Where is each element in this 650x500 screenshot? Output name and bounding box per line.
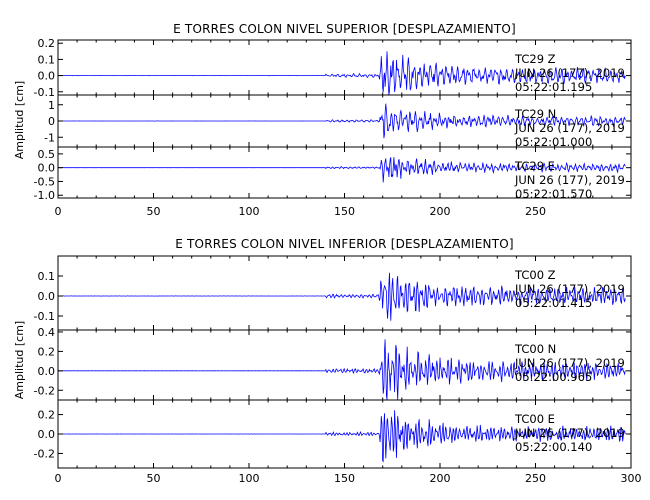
waveform-line: [57, 51, 626, 96]
y-axis-label: Amplitud [cm]: [13, 321, 26, 399]
x-tick-label: 300: [621, 472, 642, 485]
y-tick-label: 0: [48, 115, 55, 128]
station-date-label: JUN 26 (177), 2019: [514, 282, 625, 296]
y-tick-label: -0.5: [34, 175, 55, 188]
waveform-line: [58, 103, 626, 139]
x-tick-label: 50: [147, 472, 161, 485]
x-tick-label: 200: [430, 472, 451, 485]
station-component-label: TC00 Z: [514, 268, 556, 282]
x-tick-label: 200: [430, 205, 451, 218]
y-tick-label: -1.0: [34, 189, 55, 202]
x-tick-label: 50: [147, 205, 161, 218]
x-tick-label: 250: [525, 472, 546, 485]
waveform-line: [58, 339, 626, 401]
chart-title: E TORRES COLON NIVEL INFERIOR [DESPLAZAM…: [175, 237, 514, 251]
y-tick-label: 0.2: [38, 37, 56, 50]
station-time-label: 05:22:01.000: [515, 135, 592, 149]
station-time-label: 05:22:01.195: [515, 80, 592, 94]
x-tick-label: 250: [525, 205, 546, 218]
waveform-line: [58, 157, 626, 183]
chart-2: E TORRES COLON NIVEL INFERIOR [DESPLAZAM…: [13, 237, 642, 485]
station-component-label: TC29 E: [514, 159, 555, 173]
station-date-label: JUN 26 (177), 2019: [514, 66, 625, 80]
station-time-label: 05:22:01.415: [515, 296, 592, 310]
station-component-label: TC00 N: [514, 342, 556, 356]
station-time-label: 05:22:00.140: [515, 440, 592, 454]
y-tick-label: 0.0: [38, 162, 56, 175]
x-tick-label: 0: [55, 205, 62, 218]
x-tick-label: 0: [55, 472, 62, 485]
y-tick-label: 0.1: [38, 53, 56, 66]
y-tick-label: 0.0: [38, 428, 56, 441]
chart-title: E TORRES COLON NIVEL SUPERIOR [DESPLAZAM…: [173, 22, 516, 36]
x-tick-label: 100: [239, 205, 260, 218]
station-time-label: 05:22:00.965: [515, 370, 592, 384]
y-tick-label: 0.2: [38, 345, 56, 358]
y-tick-label: -1: [44, 131, 55, 144]
chart-1: E TORRES COLON NIVEL SUPERIOR [DESPLAZAM…: [13, 22, 632, 218]
x-tick-label: 100: [239, 472, 260, 485]
y-tick-label: 0.4: [38, 326, 56, 339]
y-tick-label: 0.5: [38, 148, 56, 161]
y-tick-label: -0.2: [34, 447, 55, 460]
x-tick-label: 150: [334, 472, 355, 485]
station-component-label: TC00 E: [514, 412, 555, 426]
y-axis-label: Amplitud [cm]: [13, 81, 26, 159]
y-tick-label: -0.2: [34, 384, 55, 397]
station-component-label: TC29 N: [514, 107, 556, 121]
station-time-label: 05:22:01.570: [515, 187, 592, 201]
station-date-label: JUN 26 (177), 2019: [514, 173, 625, 187]
y-tick-label: 0.0: [38, 290, 56, 303]
station-date-label: JUN 26 (177), 2019: [514, 356, 625, 370]
y-tick-label: -0.1: [34, 310, 55, 323]
y-tick-label: 0.0: [38, 365, 56, 378]
waveform-line: [58, 410, 626, 463]
y-tick-label: 0.0: [38, 70, 56, 83]
x-tick-label: 150: [334, 205, 355, 218]
station-component-label: TC29 Z: [514, 52, 556, 66]
station-date-label: JUN 26 (177), 2019: [514, 426, 625, 440]
y-tick-label: 0.2: [38, 409, 56, 422]
y-tick-label: 1: [48, 99, 55, 112]
station-date-label: JUN 26 (177), 2019: [514, 121, 625, 135]
y-tick-label: 0.1: [38, 270, 56, 283]
waveform-line: [58, 272, 626, 321]
y-tick-label: -0.1: [34, 86, 55, 99]
